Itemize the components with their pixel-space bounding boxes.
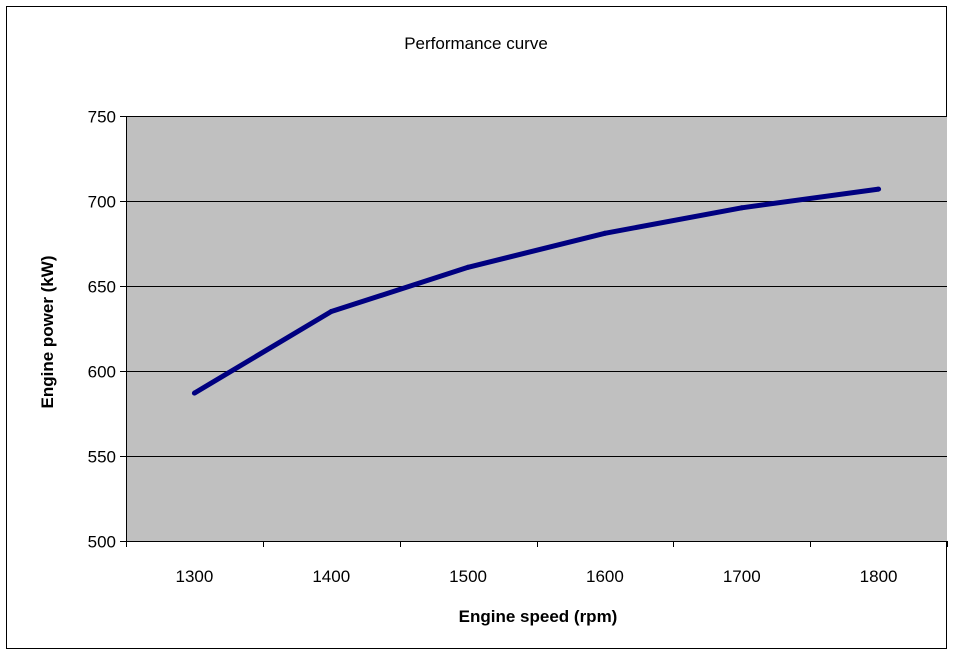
x-tick-label: 1600: [586, 567, 624, 586]
plot-area-group: 500 550 600 650 700 750 1300 1400 1500 1600 1700 18…: [88, 108, 948, 586]
series-line: [193, 186, 879, 396]
data-point: [739, 205, 745, 211]
y-tick-label: 550: [88, 448, 116, 467]
y-tick-label: 650: [88, 278, 116, 297]
y-axis-label: Engine power (kW): [38, 256, 57, 409]
x-tick-label: 1500: [449, 567, 487, 586]
data-point: [876, 186, 882, 192]
x-tick-label: 1700: [723, 567, 761, 586]
x-axis-label: Engine speed (rpm): [459, 607, 618, 626]
chart-title: Performance curve: [404, 34, 548, 53]
y-tick-label: 750: [88, 108, 116, 127]
y-tick-label: 600: [88, 363, 116, 382]
data-point: [191, 390, 197, 396]
x-tick-label: 1400: [312, 567, 350, 586]
x-tick-label: 1800: [860, 567, 898, 586]
plot-area: [126, 116, 947, 541]
data-point: [602, 230, 608, 236]
y-tick-label: 700: [88, 193, 116, 212]
data-point: [465, 264, 471, 270]
y-tick-label: 500: [88, 533, 116, 552]
data-point: [328, 309, 334, 314]
x-tick-label: 1300: [176, 567, 214, 586]
